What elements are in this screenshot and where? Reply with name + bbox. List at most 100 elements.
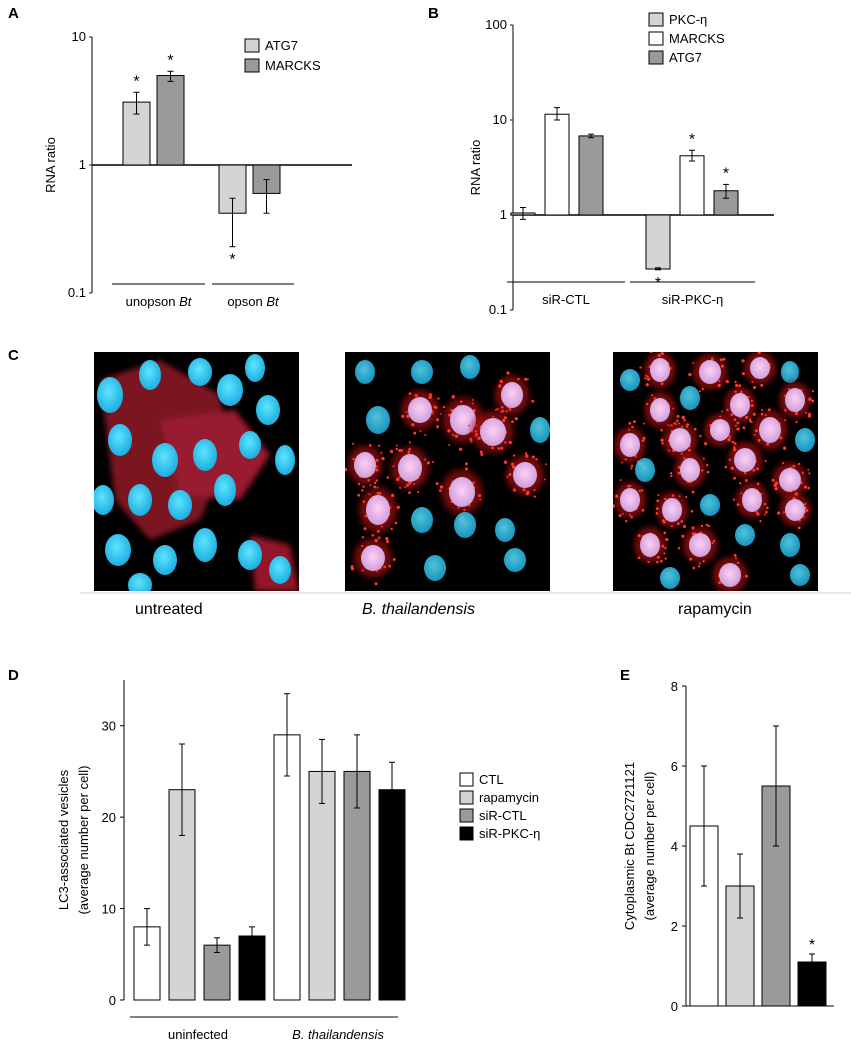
lc3-dot [644, 377, 647, 380]
lc3-dot [375, 465, 378, 468]
lc3-dot [450, 501, 453, 504]
lc3-dot [472, 481, 475, 484]
lc3-dot [760, 408, 764, 411]
lc3-dot [805, 411, 807, 414]
lc3-dot [396, 505, 400, 510]
lc3-dot [766, 506, 769, 510]
lc3-dot [692, 566, 696, 570]
lc3-dot [450, 408, 454, 412]
lc3-dot [447, 429, 451, 433]
lc3-dot [639, 366, 642, 369]
lc3-dot [698, 562, 701, 565]
lc3-dot [756, 512, 760, 516]
nucleus [238, 540, 262, 570]
lc3-dot [671, 494, 675, 497]
nucleus [105, 534, 131, 566]
significance-star: * [689, 131, 695, 148]
lc3-dot [672, 407, 674, 410]
group-label: uninfected [168, 1027, 228, 1042]
lc3-dot [615, 494, 619, 498]
lc3-dot [730, 466, 734, 470]
significance-star: * [133, 73, 139, 90]
group-label: siR-CTL [542, 292, 590, 307]
lc3-dot [352, 442, 355, 445]
lc3-dot [408, 448, 411, 451]
lc3-dot [727, 437, 731, 442]
lc3-dot [624, 458, 627, 461]
lc3-dot [475, 433, 479, 436]
lc3-dot [392, 558, 396, 561]
nucleus [785, 388, 805, 412]
lc3-dot [468, 424, 471, 427]
panel-b-label: B [428, 5, 439, 22]
legend-swatch [244, 58, 260, 73]
lc3-dot [726, 380, 730, 384]
lc3-dot [706, 470, 710, 474]
lc3-dot [431, 460, 434, 463]
significance-star: * [809, 937, 815, 954]
nucleus [94, 485, 114, 515]
nucleus [635, 458, 655, 482]
lc3-dot [663, 531, 667, 535]
lc3-dot [792, 489, 795, 492]
lc3-dot [463, 508, 466, 512]
group-label: unopson Bt [126, 294, 193, 309]
lc3-dot [717, 590, 720, 591]
lc3-dot [361, 536, 364, 539]
nucleus [269, 556, 291, 584]
lc3-dot [442, 405, 446, 409]
lc3-dot [385, 539, 390, 544]
lc3-dot [732, 448, 737, 452]
lc3-dot [497, 447, 501, 450]
lc3-dot [780, 437, 783, 440]
lc3-dot [736, 503, 740, 507]
micrograph-untreated: untreated [94, 352, 299, 618]
lc3-dot [398, 476, 401, 478]
lc3-dot [719, 415, 722, 418]
lc3-dot [807, 486, 810, 490]
lc3-dot [797, 526, 801, 530]
lc3-dot [386, 476, 390, 479]
caption-rapamycin: rapamycin [678, 601, 752, 618]
lc3-dot [508, 440, 512, 445]
lc3-dot [740, 492, 743, 495]
lc3-dot [741, 372, 745, 376]
lc3-dot [760, 383, 764, 387]
nucleus [411, 360, 433, 384]
lc3-dot [782, 511, 785, 514]
lc3-dot [685, 495, 688, 499]
lc3-dot [651, 394, 654, 397]
lc3-dot [804, 502, 807, 506]
lc3-dot [738, 384, 742, 388]
lc3-dot [657, 353, 661, 358]
lc3-dot [664, 497, 667, 501]
lc3-dot [739, 482, 742, 485]
lc3-dot [683, 418, 686, 422]
lc3-dot [745, 415, 749, 420]
lc3-dot [367, 479, 370, 482]
lc3-dot [698, 390, 701, 393]
nucleus [719, 563, 741, 587]
nucleus [193, 528, 217, 562]
group-label: B. thailandensis [292, 1027, 384, 1042]
lc3-dot [375, 479, 378, 482]
lc3-dot [749, 418, 752, 421]
lc3-dot [522, 488, 526, 492]
lc3-dot [408, 481, 412, 485]
lc3-dot [669, 472, 673, 475]
lc3-dot [655, 507, 659, 511]
lc3-dot [667, 449, 670, 452]
legend-label: siR-CTL [479, 808, 527, 823]
lc3-dot [628, 428, 631, 431]
lc3-dot [677, 471, 681, 475]
lc3-dot [763, 513, 766, 516]
nucleus [460, 355, 480, 379]
nucleus [411, 507, 433, 533]
lc3-dot [734, 424, 737, 427]
lc3-dot [381, 456, 385, 461]
lc3-dot [676, 414, 680, 418]
lc3-dot [630, 467, 633, 470]
lc3-dot [431, 412, 434, 415]
lc3-dot [424, 433, 427, 436]
lc3-dot [750, 421, 753, 424]
